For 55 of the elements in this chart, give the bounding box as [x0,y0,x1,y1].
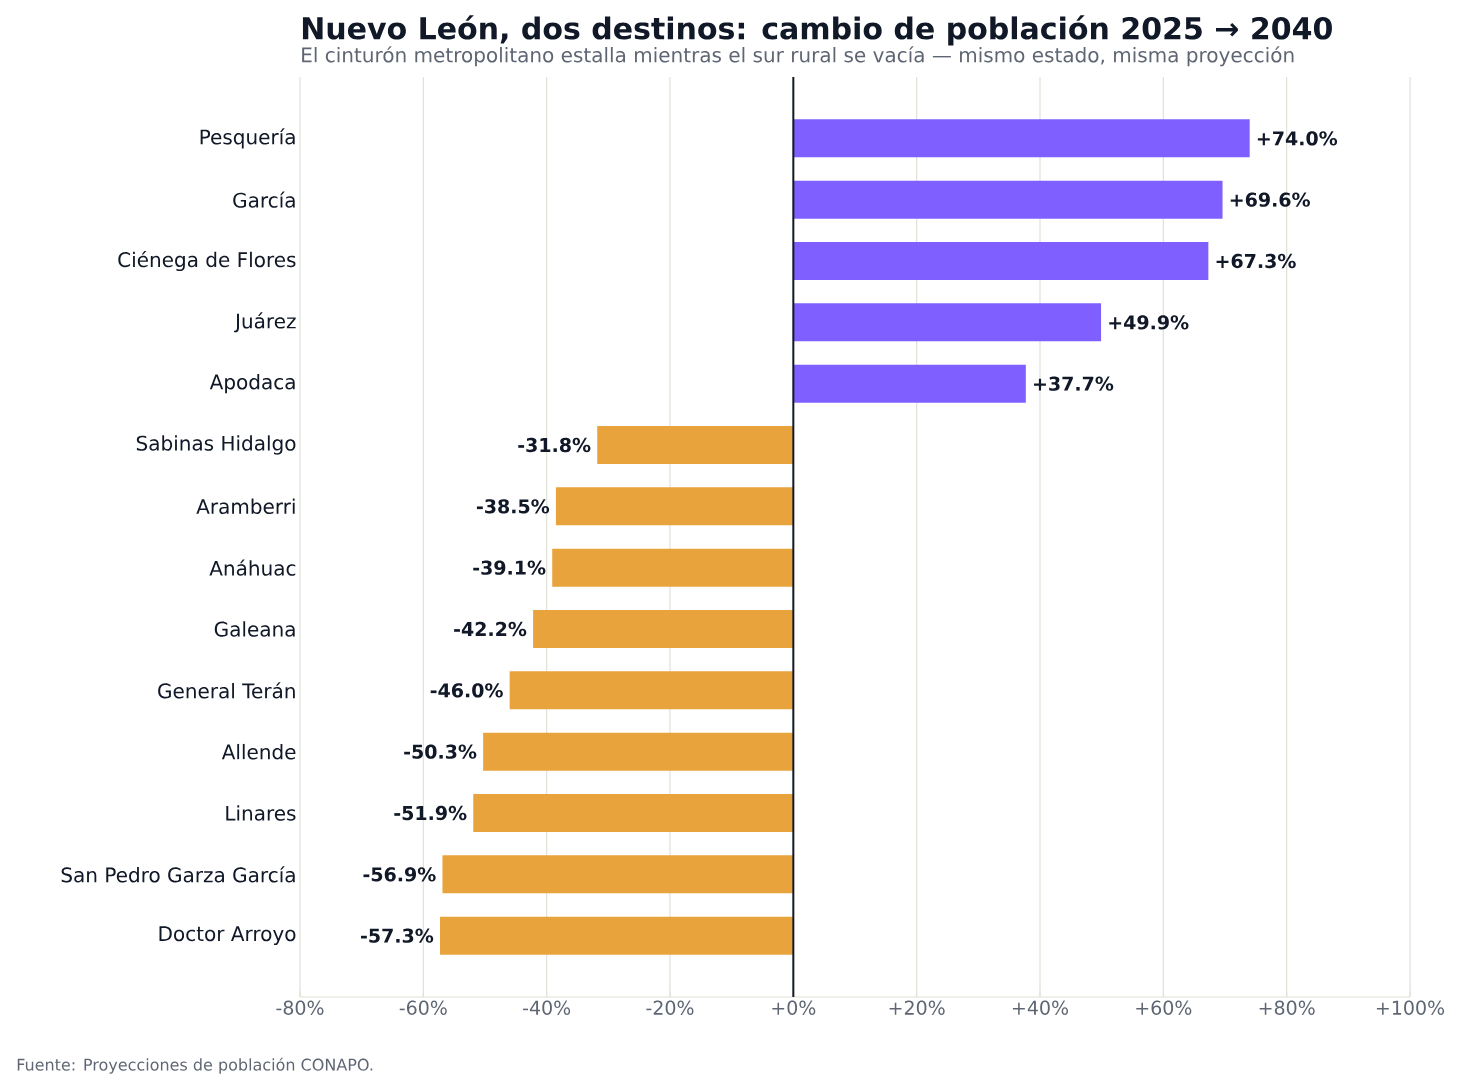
y-tick-label: General Terán [158,682,295,699]
bar [555,487,794,526]
data-label: +69.6% [1230,192,1310,207]
y-tick-label: San Pedro Garza García [61,866,295,883]
bar [552,548,794,587]
data-label: -31.8% [518,437,591,453]
bar [793,119,1250,158]
data-label: +49.9% [1109,315,1189,330]
data-label: +74.0% [1257,131,1338,146]
chart-subtitle: El cinturón metropolitano estalla mientras el sur rural se vacía — mismo estado, misma proyección [302,46,1294,67]
bar [793,303,1102,342]
bar [533,610,794,649]
y-tick-label: Anáhuac [209,559,296,576]
x-tick-label: +100% [1376,1000,1445,1015]
y-tick-label: Allende [221,743,296,760]
x-tick-label: +80% [1259,1000,1315,1015]
bar [597,426,794,464]
x-tick-label: -80% [276,1000,324,1015]
data-label: -56.9% [363,867,436,882]
bar [442,855,794,894]
y-tick-label: Ciénega de Flores [118,250,296,272]
data-label: -42.2% [454,621,527,637]
y-tick-label: Apodaca [209,373,295,394]
bar [793,180,1223,219]
bar [509,671,794,710]
data-label: +67.3% [1216,253,1296,269]
y-tick-label: Linares [226,805,296,821]
bar [793,242,1209,280]
bar [793,364,1026,403]
data-label: -57.3% [361,928,434,943]
data-label: -38.5% [476,499,550,514]
x-tick-label: +20% [889,1000,945,1015]
bar [483,732,794,771]
y-tick-label: Sabinas Hidalgo [136,435,296,455]
data-label: -46.0% [430,683,503,698]
data-label: -39.1% [473,560,546,575]
data-label: +37.7% [1034,376,1114,391]
y-tick-label: Galeana [214,621,295,637]
x-tick-label: -40% [523,1000,571,1015]
y-tick-label: García [233,191,295,208]
bar [473,794,794,833]
y-tick-label: Juárez [234,312,296,333]
y-tick-label: Doctor Arroyo [159,926,296,946]
y-tick-label: Pesquería [200,128,295,149]
data-label: -51.9% [394,805,467,821]
bar [439,916,794,955]
x-tick-label: -60% [399,1000,447,1015]
y-tick-label: Aramberri [196,498,295,515]
x-tick-label: -20% [646,1000,694,1015]
source-note: Fuente: Proyecciones de población CONAPO. [17,1057,373,1074]
x-tick-label: +0% [772,1000,816,1015]
x-tick-label: +60% [1136,1000,1192,1015]
data-label: -50.3% [404,744,477,759]
x-tick-label: +40% [1012,1000,1069,1015]
chart-title: Nuevo León, dos destinos: cambio de población 2025 → 2040 [302,15,1332,46]
